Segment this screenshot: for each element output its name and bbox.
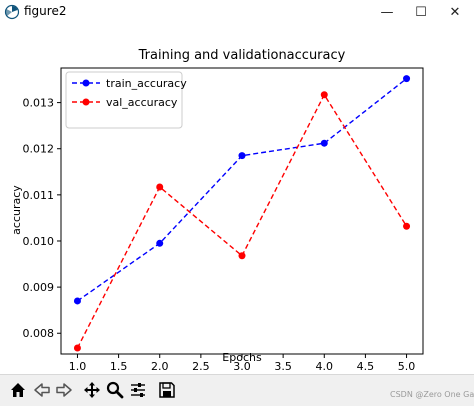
x-tick-label: 3.5 bbox=[274, 360, 292, 373]
maximize-button[interactable]: ☐ bbox=[404, 0, 438, 24]
accuracy-chart: Training and validationaccuracy accuracy… bbox=[10, 48, 424, 373]
pan-button[interactable] bbox=[80, 378, 104, 402]
y-tick-label: 0.013 bbox=[23, 97, 55, 110]
data-point-train_accuracy bbox=[156, 239, 164, 247]
zoom-icon bbox=[106, 381, 124, 399]
legend: train_accuracy val_accuracy bbox=[65, 71, 187, 129]
forward-button[interactable] bbox=[52, 378, 76, 402]
title-bar: figure2 — ☐ ✕ bbox=[0, 0, 474, 25]
data-point-val_accuracy bbox=[156, 183, 164, 191]
x-tick-label: 5.0 bbox=[398, 360, 416, 373]
y-tick-label: 0.009 bbox=[23, 281, 55, 294]
x-tick-label: 2.0 bbox=[151, 360, 169, 373]
close-button[interactable]: ✕ bbox=[438, 0, 472, 24]
chart-title: Training and validationaccuracy bbox=[138, 48, 346, 63]
app-icon bbox=[4, 4, 20, 20]
maximize-icon: ☐ bbox=[415, 4, 427, 20]
axes-frame bbox=[60, 67, 424, 355]
back-button[interactable] bbox=[30, 378, 54, 402]
watermark: CSDN @Zero One Game bbox=[390, 390, 474, 399]
close-icon: ✕ bbox=[449, 4, 461, 20]
home-button[interactable] bbox=[6, 378, 30, 402]
data-point-train_accuracy bbox=[73, 297, 81, 305]
back-arrow-icon bbox=[34, 383, 50, 397]
configure-subplots-button[interactable] bbox=[126, 378, 150, 402]
zoom-button[interactable] bbox=[103, 378, 127, 402]
data-point-train_accuracy bbox=[403, 75, 411, 83]
legend-label-train: train_accuracy bbox=[106, 77, 187, 90]
save-icon bbox=[159, 382, 175, 398]
x-tick-label: 4.0 bbox=[316, 360, 334, 373]
y-tick-label: 0.010 bbox=[23, 235, 55, 248]
data-point-train_accuracy bbox=[320, 139, 328, 147]
window-title: figure2 bbox=[24, 4, 67, 18]
y-axis-label: accuracy bbox=[10, 185, 23, 235]
data-point-train_accuracy bbox=[238, 152, 246, 160]
x-tick-label: 1.0 bbox=[69, 360, 87, 373]
data-point-val_accuracy bbox=[238, 252, 246, 260]
pan-icon bbox=[84, 382, 100, 398]
x-tick-label: 3.0 bbox=[233, 360, 251, 373]
legend-marker-val bbox=[82, 98, 90, 106]
navigation-toolbar bbox=[0, 374, 474, 406]
configure-subplots-icon bbox=[131, 383, 145, 397]
legend-marker-train bbox=[82, 79, 90, 87]
series-line-val_accuracy bbox=[76, 93, 408, 349]
save-button[interactable] bbox=[155, 378, 179, 402]
forward-arrow-icon bbox=[56, 383, 72, 397]
data-point-val_accuracy bbox=[403, 222, 411, 230]
data-point-val_accuracy bbox=[73, 344, 81, 352]
home-icon bbox=[11, 383, 25, 397]
data-point-val_accuracy bbox=[320, 91, 328, 99]
y-tick-label: 0.011 bbox=[23, 189, 55, 202]
x-tick-label: 4.5 bbox=[357, 360, 375, 373]
legend-box bbox=[65, 71, 183, 129]
y-tick-label: 0.012 bbox=[23, 143, 55, 156]
x-tick-label: 1.5 bbox=[110, 360, 128, 373]
minimize-icon: — bbox=[380, 4, 394, 20]
legend-label-val: val_accuracy bbox=[106, 96, 178, 109]
figure-canvas[interactable]: Training and validationaccuracy accuracy… bbox=[0, 24, 474, 374]
minimize-button[interactable]: — bbox=[370, 0, 404, 24]
y-tick-label: 0.008 bbox=[23, 327, 55, 340]
x-tick-label: 2.5 bbox=[192, 360, 210, 373]
